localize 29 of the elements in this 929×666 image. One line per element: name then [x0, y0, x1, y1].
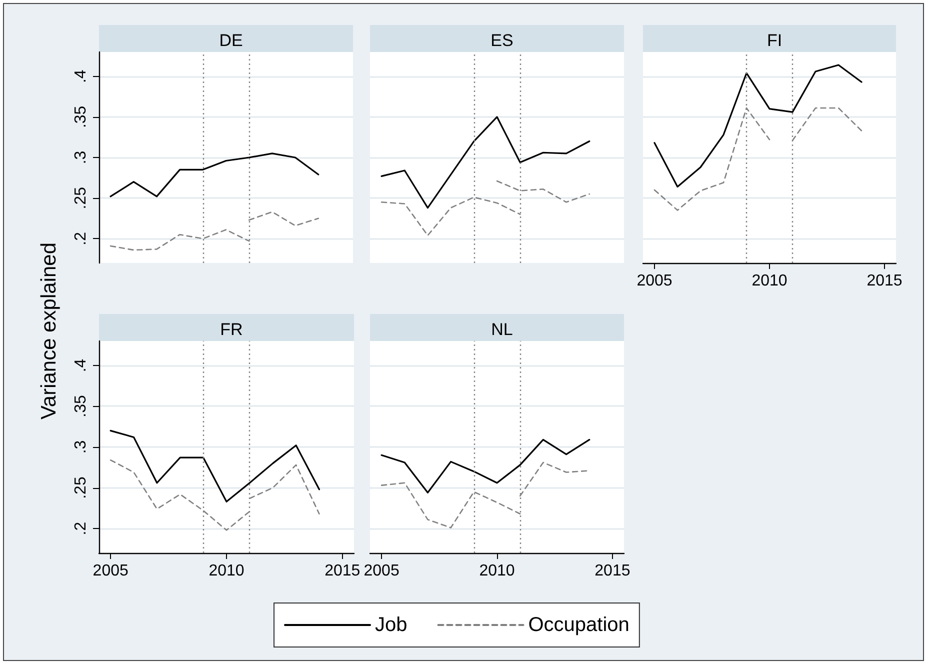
x-tick-label: 2005: [364, 562, 400, 580]
y-tick-label: .35: [72, 106, 90, 128]
y-tick-label: .2: [72, 522, 90, 536]
chart-title: NL: [491, 320, 513, 339]
x-tick-label: 2010: [208, 562, 244, 580]
y-tick-label: .2: [72, 232, 90, 246]
x-tick-label: 2005: [636, 272, 672, 290]
y-tick-label: .3: [72, 150, 90, 164]
x-tick-label: 2015: [866, 272, 902, 290]
y-tick-label: .25: [72, 186, 90, 210]
legend-label: Job: [375, 614, 408, 636]
x-tick-label: 2015: [594, 562, 630, 580]
x-tick-label: 2015: [324, 562, 360, 580]
y-tick-label: .4: [72, 358, 90, 372]
chart-title: ES: [490, 31, 514, 50]
y-tick-label: .4: [72, 70, 90, 84]
y-tick-label: .35: [72, 395, 90, 418]
y-tick-label: .3: [72, 440, 90, 454]
chart-title: DE: [219, 31, 243, 50]
chart-title: FR: [220, 320, 243, 339]
chart-title: FI: [766, 31, 782, 50]
y-tick-label: .25: [72, 476, 90, 499]
line-series: [110, 152, 320, 198]
y-axis-title: Variance explained: [38, 242, 60, 420]
line-series: [110, 430, 320, 502]
x-tick-label: 2010: [479, 562, 515, 580]
x-tick-label: 2005: [92, 562, 128, 580]
legend-label: Occupation: [528, 614, 630, 636]
x-tick-label: 2010: [752, 272, 788, 290]
